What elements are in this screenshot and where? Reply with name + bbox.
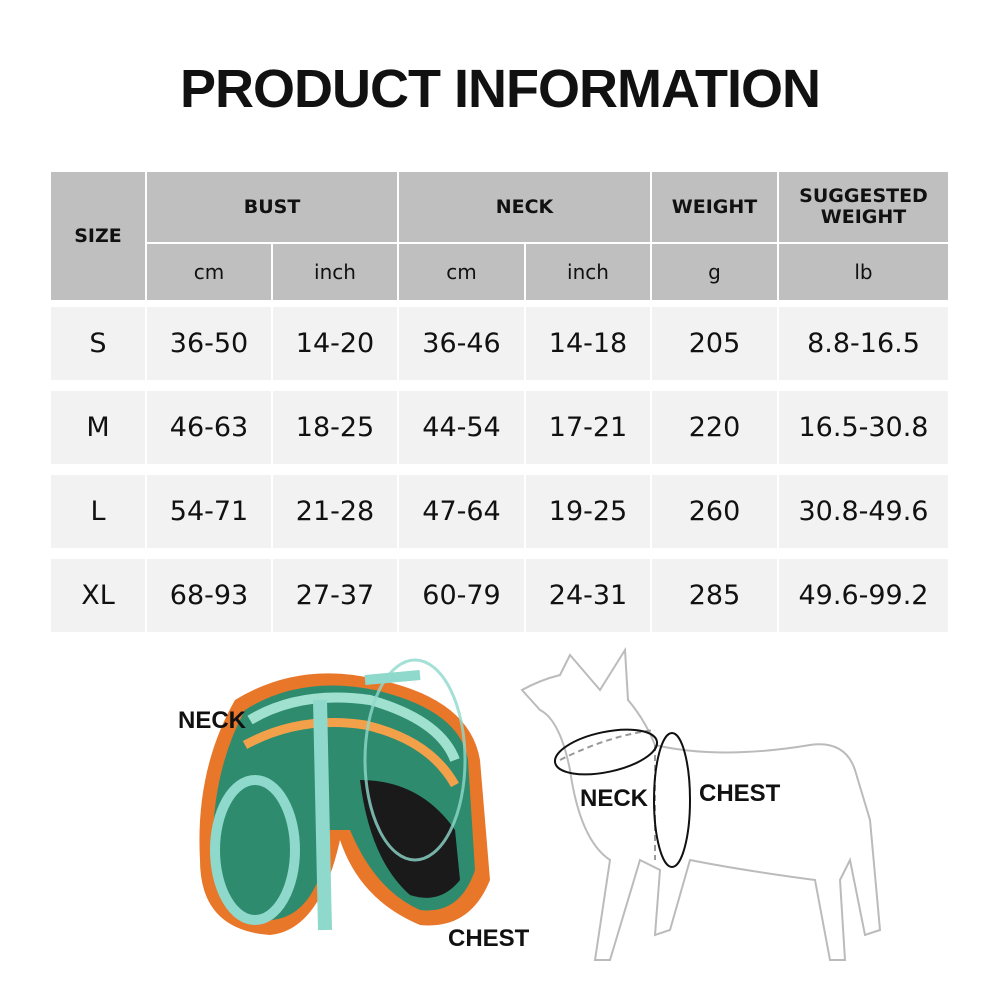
table-cell: 60-79 [399,559,524,632]
table-cell: 260 [652,475,777,548]
size-cell: M [51,391,145,464]
unit-header: cm [147,244,271,300]
table-cell: 8.8-16.5 [779,307,948,380]
table-cell: 47-64 [399,475,524,548]
table-cell: 27-37 [273,559,397,632]
table-cell: 36-50 [147,307,271,380]
table-cell: 19-25 [526,475,650,548]
table-cell: 14-18 [526,307,650,380]
header-bust: BUST [147,172,397,242]
harness-chest-label: CHEST [448,925,530,952]
table-cell: 44-54 [399,391,524,464]
unit-header: inch [526,244,650,300]
unit-header: inch [273,244,397,300]
table-cell: 54-71 [147,475,271,548]
table-cell: 21-28 [273,475,397,548]
table-cell: 16.5-30.8 [779,391,948,464]
size-cell: XL [51,559,145,632]
table-cell: 18-25 [273,391,397,464]
header-neck: NECK [399,172,650,242]
size-cell: S [51,307,145,380]
table-cell: 46-63 [147,391,271,464]
table-cell: 14-20 [273,307,397,380]
page-title: PRODUCT INFORMATION [180,59,821,119]
table-cell: 220 [652,391,777,464]
unit-header: cm [399,244,524,300]
size-cell: L [51,475,145,548]
dog-chest-label: CHEST [699,780,781,807]
table-cell: 285 [652,559,777,632]
harness-illustration [199,658,490,935]
table-cell: 49.6-99.2 [779,559,948,632]
table-cell: 17-21 [526,391,650,464]
unit-header: lb [779,244,948,300]
dog-neck-ring [553,728,659,776]
table-cell: 205 [652,307,777,380]
harness-neck-label: NECK [178,707,247,734]
table-cell: 24-31 [526,559,650,632]
table-cell: 36-46 [399,307,524,380]
header-size: SIZE [51,172,145,300]
dog-chest-ring [653,732,691,868]
unit-header: g [652,244,777,300]
dog-neck-label: NECK [580,785,649,812]
header-weight: WEIGHT [652,172,777,242]
table-cell: 30.8-49.6 [779,475,948,548]
header-suggested-weight: SUGGESTED WEIGHT [779,172,948,242]
table-cell: 68-93 [147,559,271,632]
